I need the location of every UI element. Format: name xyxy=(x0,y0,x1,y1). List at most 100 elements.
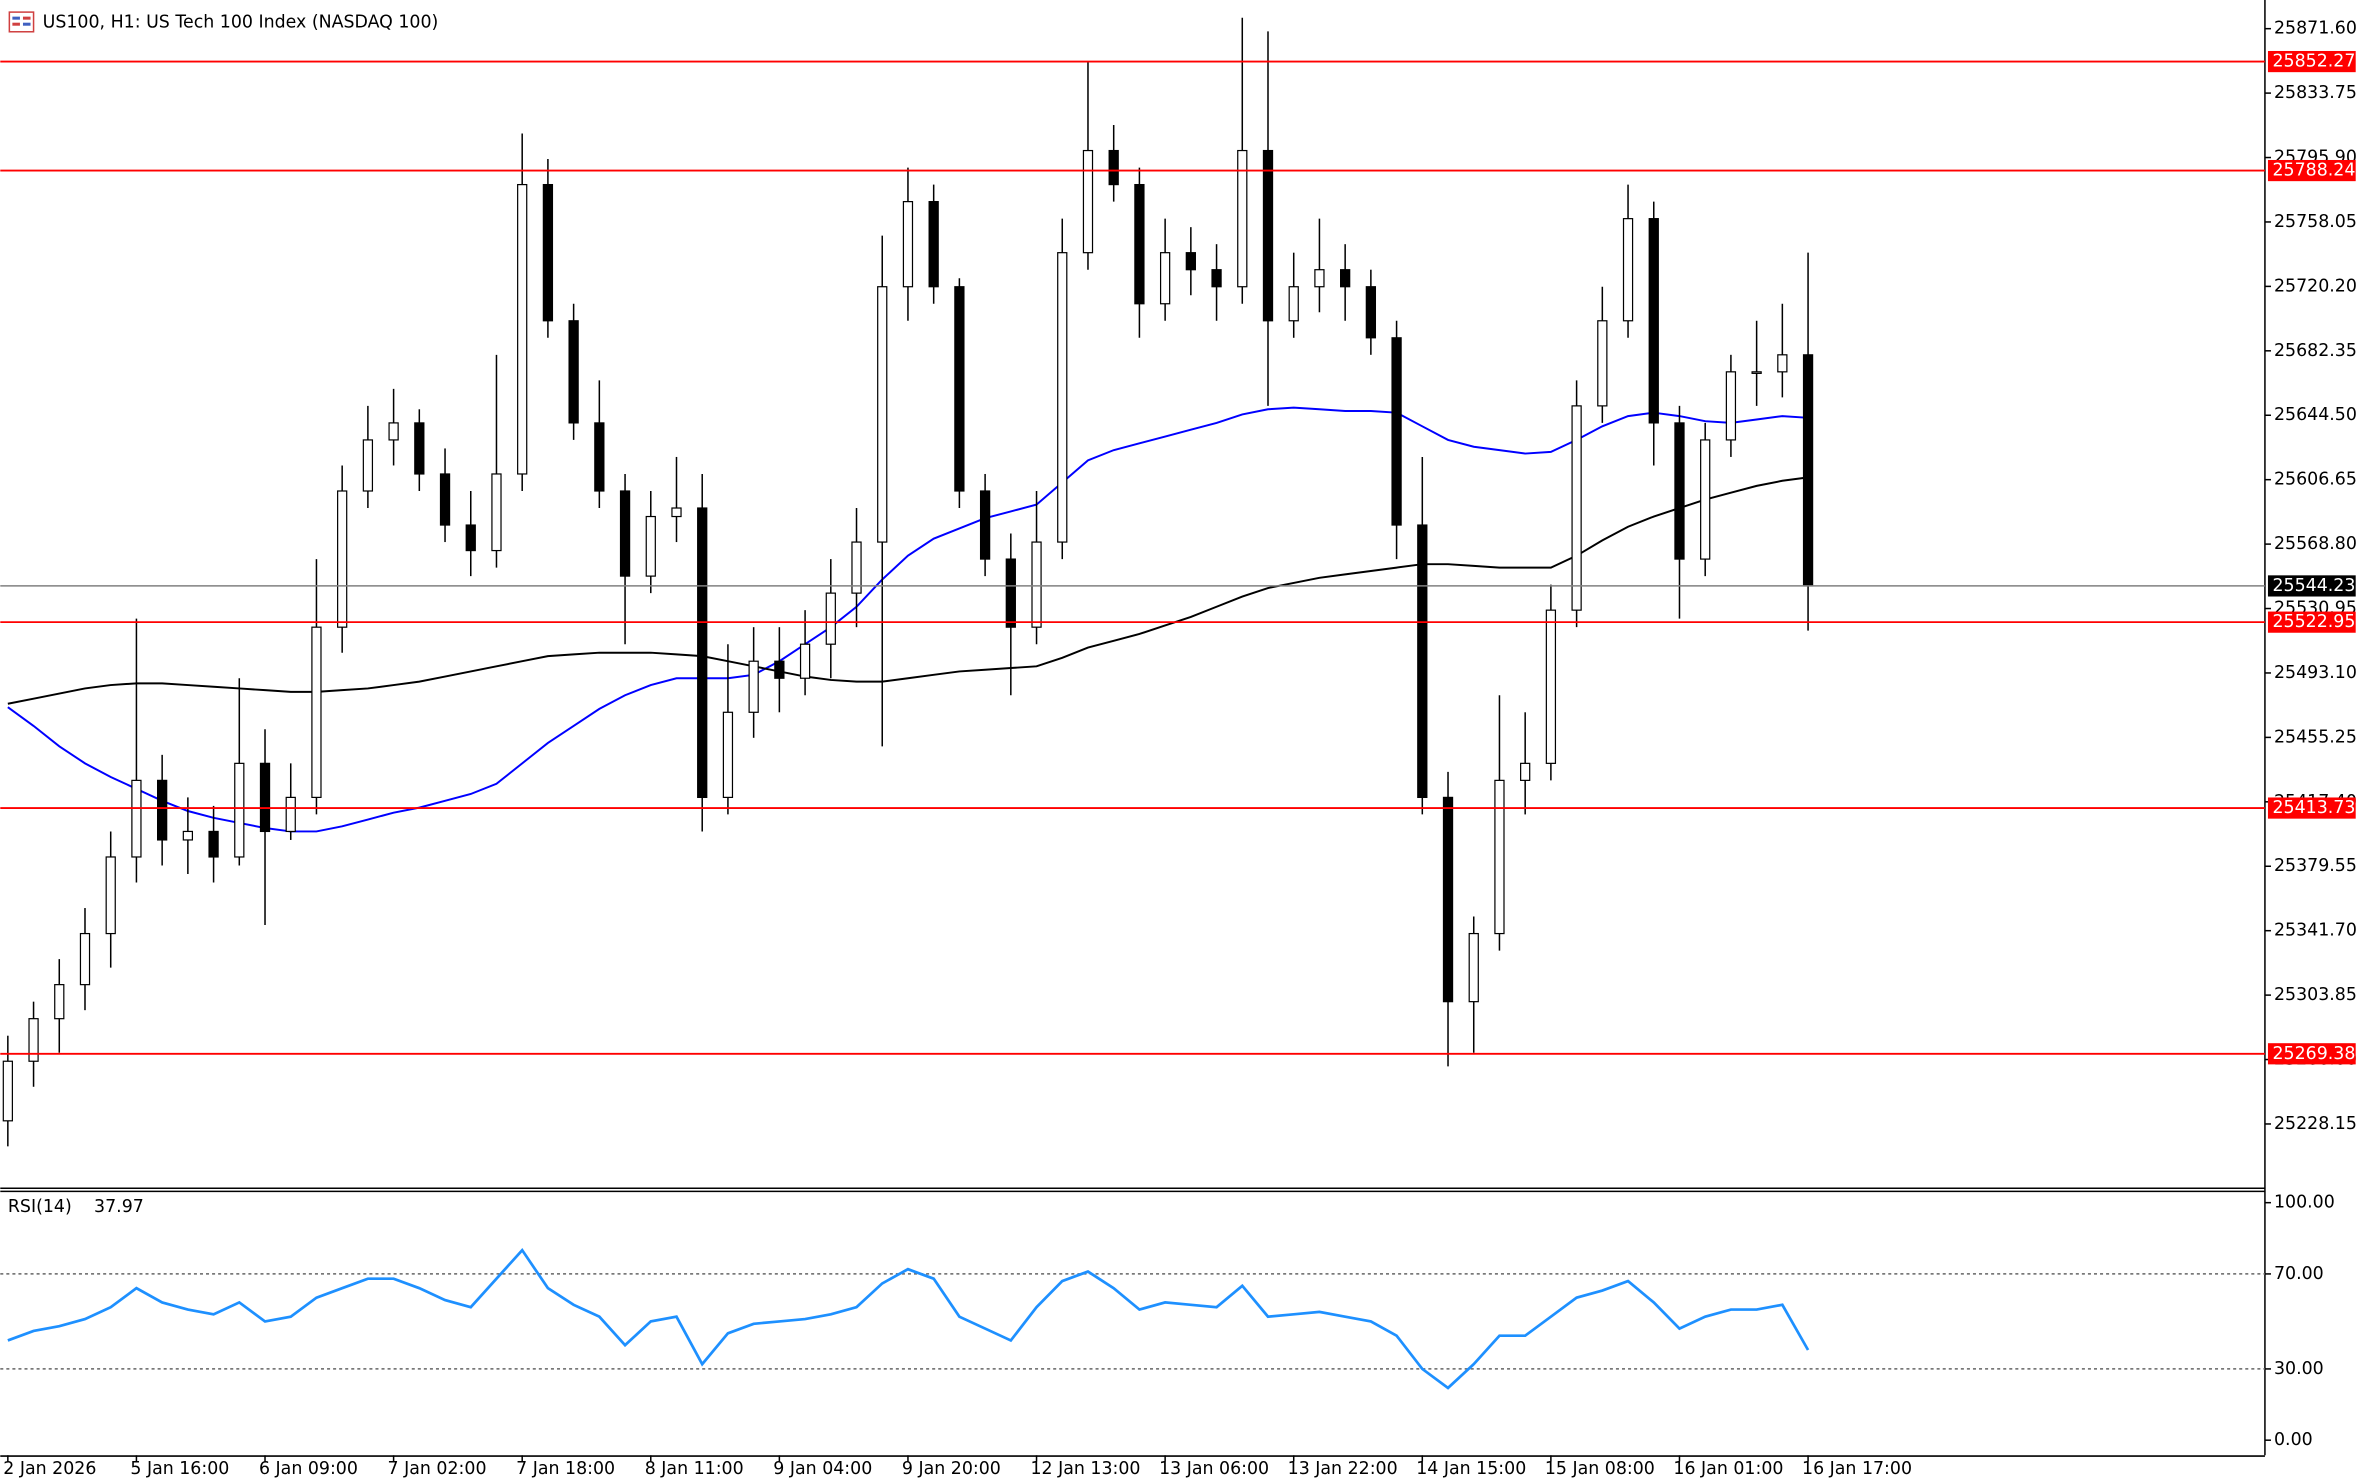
y-tick-label: 25228.15 xyxy=(2274,1114,2357,1134)
candle-body xyxy=(1700,439,1711,560)
candle-body xyxy=(697,507,708,798)
candle-body xyxy=(28,1018,39,1062)
y-tick-label: 25644.50 xyxy=(2274,405,2357,425)
rsi-line xyxy=(7,1247,1810,1390)
price-level-tag xyxy=(2267,159,2356,182)
candle-body xyxy=(1391,337,1402,526)
candle-body xyxy=(388,422,399,441)
x-tick-label: 7 Jan 02:00 xyxy=(388,1459,487,1478)
moving-average xyxy=(7,406,1809,833)
candle-body xyxy=(1802,354,1814,587)
y-tick-label: 25568.80 xyxy=(2274,534,2357,554)
candle-body xyxy=(568,320,579,424)
chart-title: US100, H1: US Tech 100 Index (NASDAQ 100… xyxy=(43,13,439,33)
y-tick-label: 25871.60 xyxy=(2274,19,2357,39)
y-tick-label: 30.00 xyxy=(2274,1359,2324,1379)
candle-body xyxy=(131,779,142,858)
candle-body xyxy=(954,286,965,492)
candle-body xyxy=(825,592,836,645)
price-level-label: 25269.38 xyxy=(2272,1044,2355,1064)
price-level-label: 25413.73 xyxy=(2272,798,2355,818)
candle-body xyxy=(1597,320,1608,407)
last-price-label: 25544.23 xyxy=(2272,576,2355,596)
candle-body xyxy=(1648,218,1659,424)
candle-body xyxy=(234,762,245,858)
candle-body xyxy=(105,856,116,935)
symbol-icon xyxy=(8,11,35,33)
candle-body xyxy=(1468,932,1479,1003)
candle-body xyxy=(414,422,425,475)
candle-body xyxy=(1288,286,1299,322)
candle-body xyxy=(799,643,811,679)
candle-body xyxy=(1417,524,1428,798)
price-level-tag xyxy=(2267,797,2356,819)
candle-body xyxy=(619,490,631,577)
y-tick-label: 0.00 xyxy=(2274,1430,2313,1450)
candle-body xyxy=(1108,149,1119,186)
candle-body xyxy=(1340,269,1351,288)
candle-body xyxy=(902,201,914,288)
candle-body xyxy=(1134,183,1145,305)
candle-body xyxy=(1314,269,1325,288)
y-tick-label: 25341.70 xyxy=(2274,921,2357,941)
candle-body xyxy=(1159,252,1171,305)
candle-body xyxy=(182,830,194,841)
price-level-tag xyxy=(2267,50,2356,73)
price-level-label: 25522.95 xyxy=(2272,612,2355,632)
candle-body xyxy=(1674,422,1685,560)
candle-body xyxy=(877,286,888,543)
y-tick-label: 25303.85 xyxy=(2274,985,2357,1005)
candle-body xyxy=(491,473,502,552)
y-tick-label: 25493.10 xyxy=(2274,663,2357,683)
x-tick-label: 9 Jan 04:00 xyxy=(773,1459,872,1478)
candle-body xyxy=(1622,218,1634,322)
candle-body xyxy=(645,515,656,577)
candle-body xyxy=(594,422,605,492)
candle-body xyxy=(1520,762,1531,781)
candle-body xyxy=(1211,269,1222,288)
candle-body xyxy=(517,183,528,475)
x-tick-label: 15 Jan 08:00 xyxy=(1545,1459,1655,1478)
candle-body xyxy=(1082,149,1094,254)
candle-body xyxy=(54,984,65,1020)
price-level-label: 25788.24 xyxy=(2272,161,2355,181)
price-level-tag xyxy=(2267,1043,2356,1065)
x-tick-label: 9 Jan 20:00 xyxy=(902,1459,1001,1478)
rsi-value: 37.97 xyxy=(94,1197,144,1217)
candle-body xyxy=(1185,252,1196,271)
y-tick-label: 25758.05 xyxy=(2274,212,2357,232)
candle-body xyxy=(542,183,554,322)
y-tick-label: 25720.20 xyxy=(2274,276,2357,296)
candle-body xyxy=(208,830,219,858)
candle-body xyxy=(1237,149,1248,288)
candle-body xyxy=(748,660,759,713)
y-tick-label: 25455.25 xyxy=(2274,727,2357,747)
candle-body xyxy=(1494,779,1505,935)
candle-body xyxy=(1031,541,1042,628)
candle-body xyxy=(1777,354,1788,373)
y-tick-label: 100.00 xyxy=(2274,1193,2335,1213)
candle-body xyxy=(157,779,168,841)
candle-body xyxy=(1751,371,1762,374)
candle-body xyxy=(259,762,271,833)
candle-body xyxy=(722,711,734,798)
candle-body xyxy=(1442,796,1454,1003)
x-tick-label: 16 Jan 17:00 xyxy=(1802,1459,1912,1478)
x-tick-label: 16 Jan 01:00 xyxy=(1673,1459,1783,1478)
candle-body xyxy=(465,524,476,552)
y-tick-label: 70.00 xyxy=(2274,1264,2324,1284)
y-tick-label: 25833.75 xyxy=(2274,83,2357,103)
candle-body xyxy=(1365,286,1377,339)
x-tick-label: 13 Jan 06:00 xyxy=(1159,1459,1269,1478)
candle-body xyxy=(1545,609,1557,764)
x-tick-label: 13 Jan 22:00 xyxy=(1288,1459,1398,1478)
candle-body xyxy=(1005,558,1016,628)
x-tick-label: 7 Jan 18:00 xyxy=(516,1459,615,1478)
candle-body xyxy=(928,201,939,288)
price-level-tag xyxy=(2267,611,2356,633)
candle-body xyxy=(337,490,348,628)
candle-body xyxy=(774,660,785,679)
